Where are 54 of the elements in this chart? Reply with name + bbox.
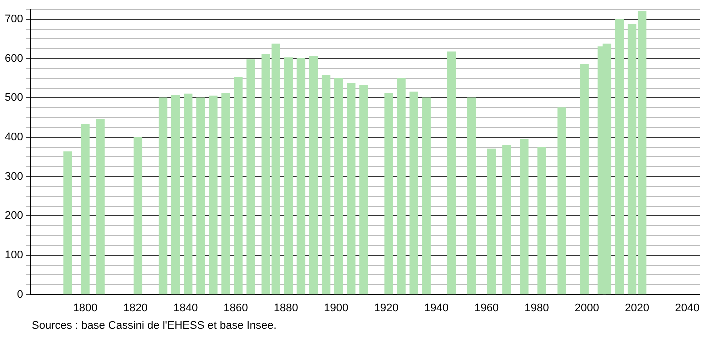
- bar: [134, 137, 143, 295]
- y-tick-label: 200: [4, 210, 24, 222]
- bar: [502, 144, 512, 295]
- bar: [558, 108, 566, 295]
- bar: [234, 77, 243, 295]
- bar: [64, 152, 72, 295]
- x-tick-label: 1980: [524, 302, 550, 314]
- x-tick-label: 1860: [224, 302, 248, 314]
- bar: [309, 56, 318, 295]
- bar: [520, 139, 529, 295]
- bar: [447, 52, 456, 295]
- y-tick-label: 700: [4, 13, 24, 26]
- x-tick-label: 1960: [474, 302, 500, 314]
- bar: [196, 98, 206, 295]
- x-tick-label: 1840: [174, 302, 198, 314]
- y-tick-label: 0: [17, 288, 24, 301]
- bar: [384, 93, 394, 295]
- y-tick-label: 400: [4, 131, 24, 144]
- x-tick-label: 1880: [274, 302, 298, 314]
- bar: [360, 85, 368, 295]
- bar: [222, 93, 230, 295]
- x-tick-label: 1820: [123, 302, 148, 314]
- bar: [81, 124, 90, 295]
- bar: [284, 58, 294, 295]
- x-tick-label: 1800: [73, 302, 98, 314]
- x-tick-label: 2020: [625, 302, 650, 314]
- bar: [422, 98, 431, 295]
- bar: [171, 95, 180, 295]
- y-tick-label: 300: [4, 170, 24, 183]
- bar: [347, 83, 356, 295]
- source-note: Sources : base Cassini de l'EHESS et base Insee.: [32, 320, 278, 332]
- bar: [488, 148, 496, 295]
- bar: [158, 98, 168, 295]
- bar: [96, 119, 105, 295]
- y-tick-label: 600: [4, 52, 24, 65]
- bar: [467, 98, 476, 295]
- bar: [334, 78, 344, 295]
- y-tick-label: 500: [4, 92, 24, 104]
- x-tick-label: 1920: [374, 302, 399, 314]
- bar: [184, 94, 193, 295]
- bar: [296, 58, 306, 295]
- bar: [615, 19, 624, 295]
- x-tick-label: 1940: [424, 302, 449, 314]
- bar: [410, 92, 418, 295]
- x-tick-label: 1900: [324, 302, 349, 314]
- bar: [397, 78, 406, 295]
- bar: [322, 75, 331, 295]
- bar: [580, 64, 589, 295]
- bar: [538, 146, 546, 295]
- bar: [209, 96, 218, 295]
- y-tick-label: 100: [4, 249, 24, 262]
- x-tick-label: 2040: [675, 302, 700, 314]
- bar: [246, 60, 256, 295]
- x-tick-label: 2000: [574, 302, 600, 314]
